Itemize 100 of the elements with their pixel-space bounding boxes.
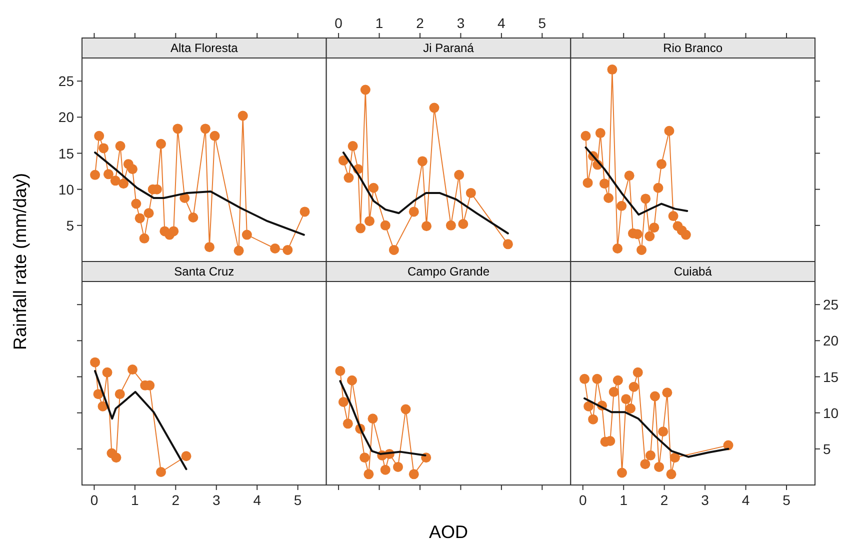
point xyxy=(364,469,374,480)
point xyxy=(238,110,248,121)
point xyxy=(380,464,390,475)
y-tick-label: 5 xyxy=(823,440,831,457)
chart-title: Campo Grande xyxy=(407,264,490,278)
point xyxy=(664,126,674,136)
point xyxy=(654,462,664,472)
point xyxy=(134,213,145,224)
y-axis-title: Rainfall rate (mm/day) xyxy=(10,172,30,350)
x-tick-label: 3 xyxy=(212,492,220,508)
point xyxy=(644,231,655,242)
point xyxy=(360,452,370,463)
point xyxy=(422,221,432,232)
point xyxy=(649,222,660,233)
x-tick-label: 2 xyxy=(416,15,424,31)
point xyxy=(454,170,464,180)
point xyxy=(270,244,280,254)
point xyxy=(640,459,650,470)
line-series xyxy=(94,152,305,236)
point xyxy=(408,206,419,217)
point xyxy=(335,366,346,376)
point xyxy=(584,401,594,412)
point xyxy=(580,130,591,141)
x-tick-label: 5 xyxy=(782,492,791,508)
y-tick-label: 25 xyxy=(823,296,839,313)
point xyxy=(670,452,680,463)
point xyxy=(282,244,293,255)
x-tick-label: 2 xyxy=(172,492,180,508)
chart-title: Alta Floresta xyxy=(170,41,238,55)
point xyxy=(114,389,125,400)
point xyxy=(608,386,619,397)
y-tick-label: 10 xyxy=(58,181,74,198)
point xyxy=(580,374,590,384)
point xyxy=(156,138,166,149)
point xyxy=(98,143,109,154)
point xyxy=(131,198,142,209)
point xyxy=(90,170,100,180)
point xyxy=(666,469,676,480)
point xyxy=(626,404,636,414)
point xyxy=(127,164,138,174)
point xyxy=(668,211,678,222)
point xyxy=(156,467,166,478)
point xyxy=(210,130,220,141)
point xyxy=(680,230,691,240)
point xyxy=(94,130,104,141)
point xyxy=(234,246,244,256)
point xyxy=(360,84,370,95)
point xyxy=(93,389,104,400)
y-tick-label: 20 xyxy=(823,332,839,349)
point xyxy=(636,244,647,255)
point xyxy=(592,374,602,384)
point xyxy=(640,194,651,204)
point xyxy=(118,178,129,189)
x-tick-label: 2 xyxy=(660,492,668,508)
point xyxy=(127,364,138,375)
point xyxy=(348,141,358,152)
point xyxy=(188,212,198,222)
point xyxy=(115,141,126,152)
point xyxy=(458,218,468,229)
point xyxy=(645,450,656,460)
x-tick-label: 0 xyxy=(90,492,98,508)
point xyxy=(400,404,411,414)
y-tick-label: 15 xyxy=(823,368,839,385)
point xyxy=(607,64,618,75)
point xyxy=(338,397,348,408)
point xyxy=(604,192,614,203)
point xyxy=(632,367,643,378)
point xyxy=(628,382,639,392)
point xyxy=(111,452,122,463)
y-tick-label: 15 xyxy=(58,145,74,162)
x-tick-label: 4 xyxy=(742,492,750,508)
x-tick-label: 0 xyxy=(334,15,343,31)
point xyxy=(658,426,668,437)
point xyxy=(653,182,664,193)
point xyxy=(662,388,672,398)
point xyxy=(342,418,353,429)
point xyxy=(172,124,183,134)
point xyxy=(200,124,210,134)
point xyxy=(612,244,622,254)
point xyxy=(417,156,428,166)
point xyxy=(650,391,660,402)
point xyxy=(616,468,627,478)
point xyxy=(364,216,374,226)
point xyxy=(588,414,598,424)
x-tick-label: 3 xyxy=(456,15,465,31)
x-tick-label: 4 xyxy=(498,15,506,31)
y-tick-label: 5 xyxy=(66,217,74,234)
point xyxy=(102,367,112,378)
point xyxy=(242,230,252,240)
point xyxy=(616,200,627,211)
point xyxy=(466,188,476,198)
x-tick-label: 0 xyxy=(578,492,587,508)
y-tick-label: 10 xyxy=(823,404,839,421)
y-tick-label: 25 xyxy=(58,73,74,90)
point xyxy=(582,178,593,188)
x-tick-label: 4 xyxy=(253,492,262,508)
point xyxy=(599,178,610,189)
point xyxy=(346,375,357,386)
x-tick-label: 1 xyxy=(375,15,384,31)
point xyxy=(103,169,114,180)
